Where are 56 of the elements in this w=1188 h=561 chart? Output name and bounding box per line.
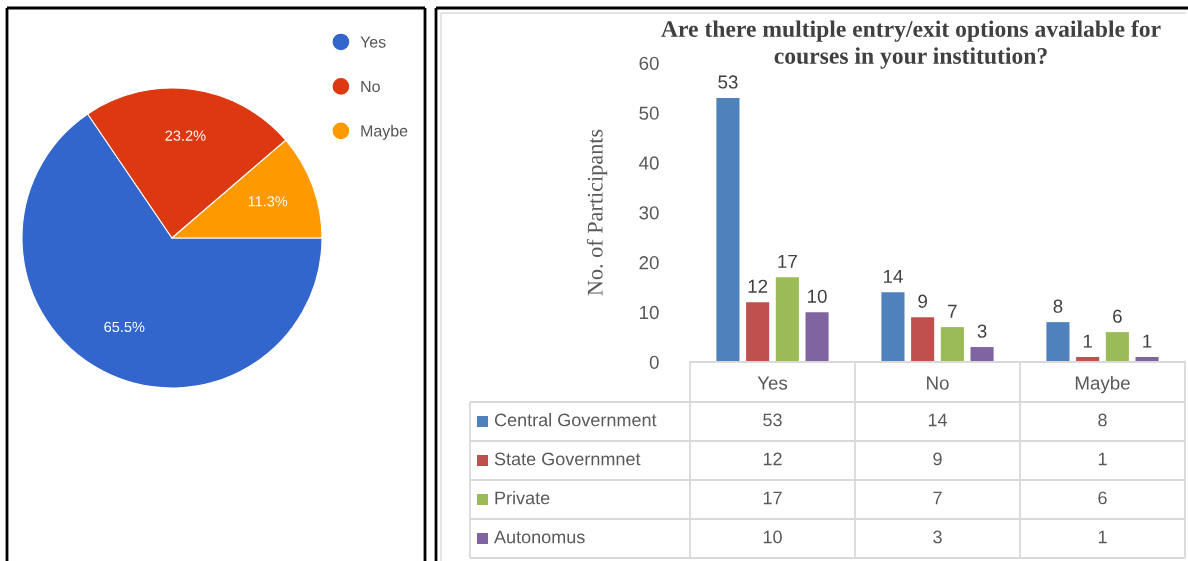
data-label: 7 xyxy=(933,491,942,505)
bar xyxy=(940,327,964,362)
data-label: 11.3% xyxy=(248,196,288,207)
annotation: 3 xyxy=(977,324,987,338)
data-label: 14 xyxy=(928,413,948,427)
legend-label: Maybe xyxy=(361,124,408,140)
y-tick-label: 50 xyxy=(639,106,659,120)
y-tick-label: 10 xyxy=(640,305,659,320)
data-label: 23.2% xyxy=(165,130,206,141)
annotation: 14 xyxy=(883,269,903,283)
legend-label: No xyxy=(361,81,380,93)
data-label: 53 xyxy=(763,413,782,427)
bar xyxy=(775,277,799,362)
x-tick-label: Maybe xyxy=(1075,375,1130,394)
legend-label: Private xyxy=(495,491,550,505)
legend-label: Autonomus xyxy=(494,530,585,544)
legend-label: Central Government xyxy=(494,413,657,427)
legend-label: State Governmnet xyxy=(494,452,641,466)
y-tick-label: 60 xyxy=(639,56,659,70)
annotation: 9 xyxy=(918,294,927,308)
data-label: 1 xyxy=(1098,452,1107,466)
annotation: 8 xyxy=(1053,299,1063,313)
data-label: 17 xyxy=(763,491,782,505)
y-tick-label: 40 xyxy=(639,156,659,170)
bar xyxy=(746,302,770,362)
bar xyxy=(970,347,994,362)
y-tick-label: 30 xyxy=(639,206,659,220)
y-tick-label: 20 xyxy=(639,256,659,270)
data-label: 3 xyxy=(933,530,942,544)
bar xyxy=(881,292,905,362)
legend-label: Yes xyxy=(360,36,386,48)
data-label: 65.5% xyxy=(104,321,145,333)
bar xyxy=(911,317,935,362)
bar xyxy=(1105,332,1129,362)
annotation: 1 xyxy=(1083,334,1092,348)
annotation: 12 xyxy=(748,279,768,293)
annotation: 7 xyxy=(948,304,957,318)
annotation: 10 xyxy=(808,289,827,303)
bar xyxy=(716,97,740,362)
chart-title: Are there multiple entry/exit options available for courses in your institution? xyxy=(661,20,1161,69)
bar xyxy=(1046,322,1070,362)
data-label: 9 xyxy=(933,452,942,466)
data-label: 6 xyxy=(1098,491,1107,505)
annotation: 6 xyxy=(1113,309,1122,323)
data-label: 12 xyxy=(763,452,782,466)
data-label: 8 xyxy=(1098,413,1107,427)
annotation: 17 xyxy=(778,254,797,268)
x-tick-label: No xyxy=(927,376,949,390)
data-label: 10 xyxy=(763,530,782,544)
data-label: 1 xyxy=(1098,530,1107,544)
annotation: 1 xyxy=(1143,334,1152,348)
bar xyxy=(805,312,829,362)
annotation: 53 xyxy=(718,75,738,89)
y-tick-label: 0 xyxy=(649,355,659,369)
y-axis-title: No. of Participants xyxy=(586,129,608,296)
x-tick-label: Yes xyxy=(757,376,788,390)
